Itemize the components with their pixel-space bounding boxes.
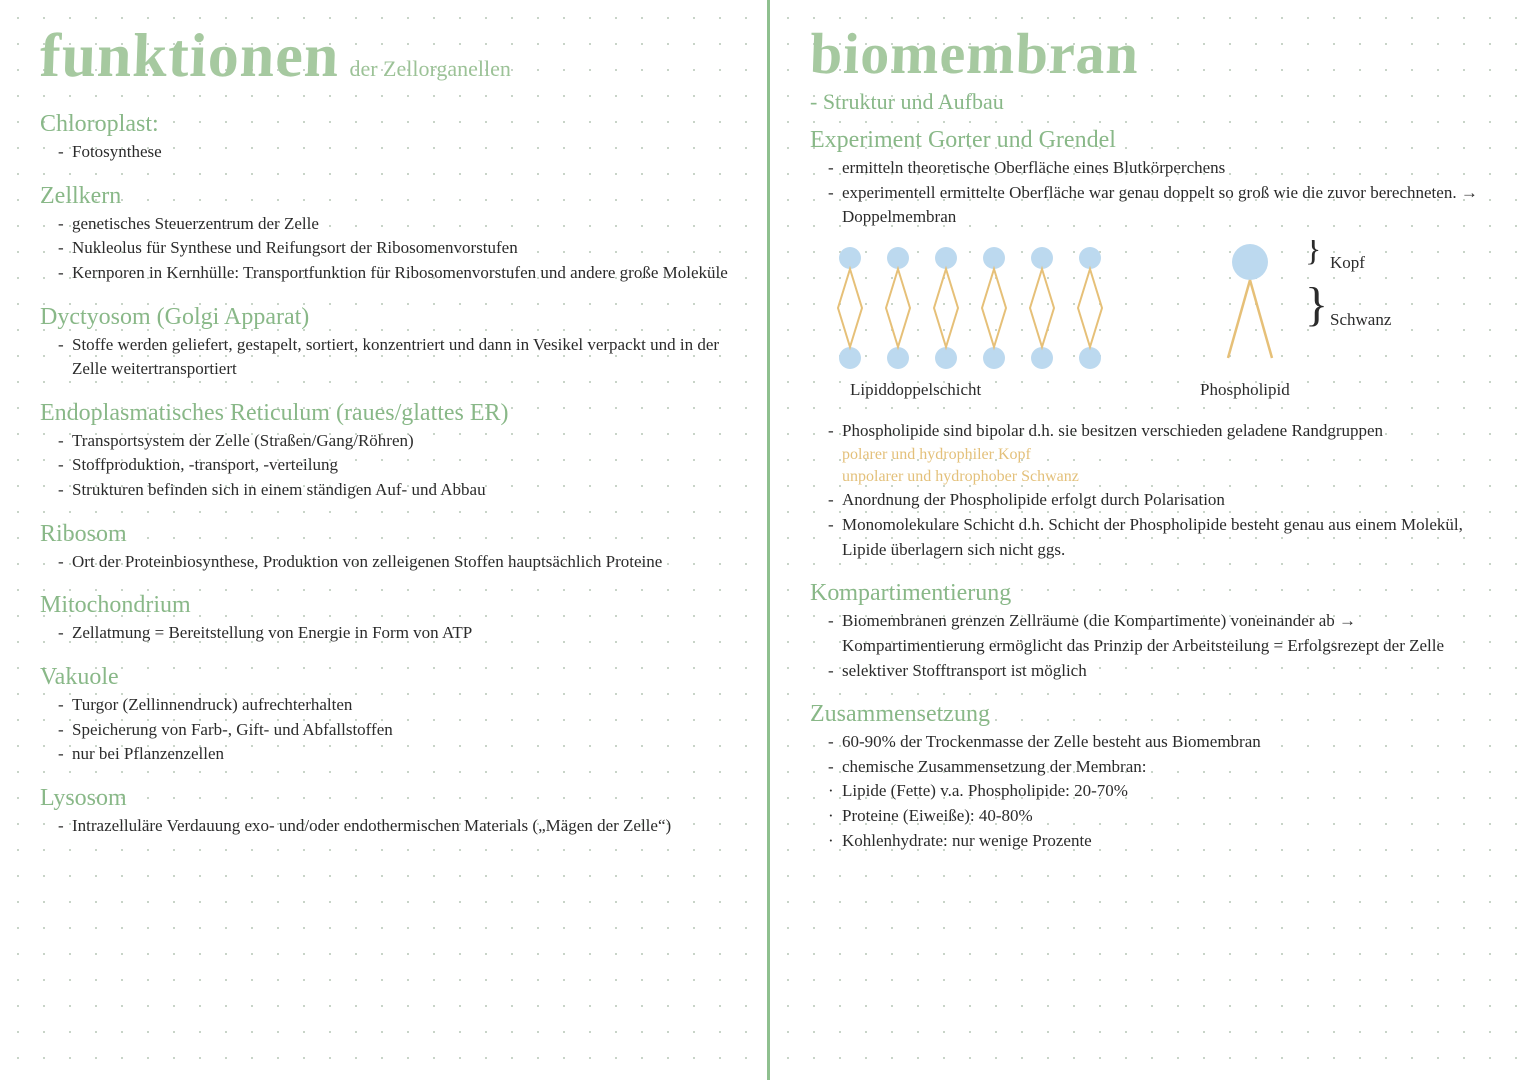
list-item: Speicherung von Farb-, Gift- und Abfalls…	[58, 718, 732, 743]
list-item: Lipide (Fette) v.a. Phospholipide: 20-70…	[828, 779, 1490, 804]
list-item: selektiver Stofftransport ist möglich	[828, 659, 1490, 684]
list-item: Strukturen befinden sich in einem ständi…	[58, 478, 732, 503]
list-item: experimentell ermittelte Oberfläche war …	[828, 181, 1490, 230]
section-heading: Zellkern	[40, 183, 732, 210]
list-phospholipid-2: Anordnung der Phospholipide erfolgt durc…	[810, 488, 1490, 562]
list-item: Proteine (Eiweiße): 40-80%	[828, 804, 1490, 829]
section-list: Transportsystem der Zelle (Straßen/Gang/…	[40, 429, 732, 503]
section-list: Stoffe werden geliefert, gestapelt, sort…	[40, 333, 732, 382]
page-title: biomembran	[809, 25, 1140, 83]
section-heading: Mitochondrium	[40, 592, 732, 619]
page-right: biomembran - Struktur und Aufbau Experim…	[770, 0, 1525, 1080]
svg-text:Schwanz: Schwanz	[1330, 310, 1392, 329]
section-list: Turgor (Zellinnendruck) aufrechterhalten…	[40, 693, 732, 767]
svg-text:Kopf: Kopf	[1330, 253, 1365, 272]
list-item: Kernporen in Kernhülle: Transportfunktio…	[58, 261, 732, 286]
list-zusammen: 60-90% der Trockenmasse der Zelle besteh…	[810, 730, 1490, 779]
accent-line: unpolarer und hydrophober Schwanz	[810, 466, 1490, 488]
list-item: Phospholipide sind bipolar d.h. sie besi…	[828, 419, 1490, 444]
list-item: Biomembranen grenzen Zellräume (die Komp…	[828, 609, 1490, 658]
sections-container: Chloroplast:Fotosynthese Zellkerngenetisc…	[40, 111, 732, 839]
list-item: Zellatmung = Bereitstellung von Energie …	[58, 621, 732, 646]
section-list: Ort der Proteinbiosynthese, Produktion v…	[40, 550, 732, 575]
list-item: Stoffproduktion, -transport, -verteilung	[58, 453, 732, 478]
page-left: funktionen der Zellorganellen Chloroplas…	[0, 0, 770, 1080]
list-item: Turgor (Zellinnendruck) aufrechterhalten	[58, 693, 732, 718]
list-item: Intrazelluläre Verdauung exo- und/oder e…	[58, 814, 732, 839]
heading-experiment: Experiment Gorter und Grendel	[810, 127, 1490, 154]
list-experiment: ermitteln theoretische Oberfläche eines …	[810, 156, 1490, 230]
list-item: Stoffe werden geliefert, gestapelt, sort…	[58, 333, 732, 382]
page-title: funktionen	[39, 25, 341, 87]
section-heading: Dyctyosom (Golgi Apparat)	[40, 304, 732, 331]
list-kompart: Biomembranen grenzen Zellräume (die Komp…	[810, 609, 1490, 683]
section-list: Fotosynthese	[40, 140, 732, 165]
lipid-bilayer-icon: }Kopf}SchwanzLipiddoppelschichtPhospholi…	[810, 240, 1470, 410]
title-block: funktionen der Zellorganellen	[40, 25, 732, 93]
list-item: Nukleolus für Synthese und Reifungsort d…	[58, 236, 732, 261]
list-phospholipid: Phospholipide sind bipolar d.h. sie besi…	[810, 419, 1490, 444]
list-item: nur bei Pflanzenzellen	[58, 742, 732, 767]
section-heading: Lysosom	[40, 785, 732, 812]
list-item: chemische Zusammensetzung der Membran:	[828, 755, 1490, 780]
list-item: ermitteln theoretische Oberfläche eines …	[828, 156, 1490, 181]
lipid-diagram: }Kopf}SchwanzLipiddoppelschichtPhospholi…	[810, 240, 1490, 415]
page-subtitle: - Struktur und Aufbau	[810, 89, 1490, 115]
section-list: genetisches Steuerzentrum der ZelleNukle…	[40, 212, 732, 286]
svg-text:Phospholipid: Phospholipid	[1200, 380, 1290, 399]
list-item: Transportsystem der Zelle (Straßen/Gang/…	[58, 429, 732, 454]
list-item: genetisches Steuerzentrum der Zelle	[58, 212, 732, 237]
section-heading: Ribosom	[40, 521, 732, 548]
section-heading: Vakuole	[40, 664, 732, 691]
list-item: Fotosynthese	[58, 140, 732, 165]
heading-zusammen: Zusammensetzung	[810, 701, 1490, 728]
section-list: Zellatmung = Bereitstellung von Energie …	[40, 621, 732, 646]
list-item: Ort der Proteinbiosynthese, Produktion v…	[58, 550, 732, 575]
accent-lines: polarer und hydrophiler Kopfunpolarer un…	[810, 444, 1490, 489]
list-item: Anordnung der Phospholipide erfolgt durc…	[828, 488, 1490, 513]
svg-text:}: }	[1305, 240, 1321, 268]
list-item: Monomolekulare Schicht d.h. Schicht der …	[828, 513, 1490, 562]
list-item: 60-90% der Trockenmasse der Zelle besteh…	[828, 730, 1490, 755]
accent-line: polarer und hydrophiler Kopf	[810, 444, 1490, 466]
heading-kompart: Kompartimentierung	[810, 580, 1490, 607]
svg-text:Lipiddoppelschicht: Lipiddoppelschicht	[850, 380, 982, 399]
page-subtitle: der Zellorganellen	[349, 56, 510, 81]
svg-text:}: }	[1305, 278, 1328, 331]
section-heading: Endoplasmatisches Reticulum (raues/glatt…	[40, 400, 732, 427]
section-list: Intrazelluläre Verdauung exo- und/oder e…	[40, 814, 732, 839]
section-heading: Chloroplast:	[40, 111, 732, 138]
list-zusammen-sub: Lipide (Fette) v.a. Phospholipide: 20-70…	[810, 779, 1490, 853]
list-item: Kohlenhydrate: nur wenige Prozente	[828, 829, 1490, 854]
